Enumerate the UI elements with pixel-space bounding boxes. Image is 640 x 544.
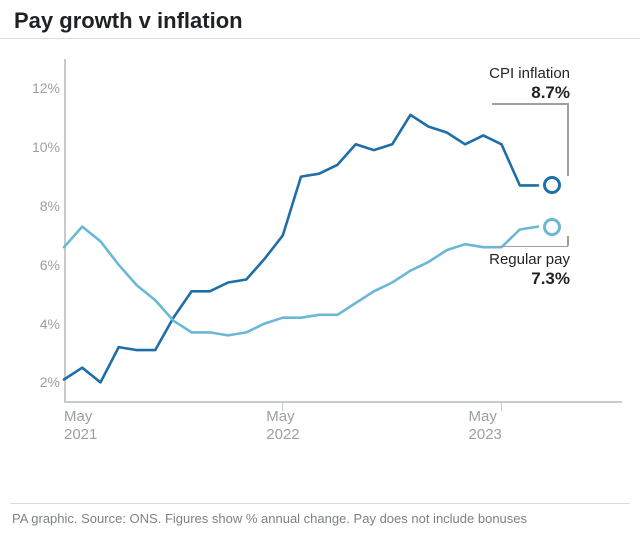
annot-connector	[567, 236, 569, 246]
chart-title: Pay growth v inflation	[14, 8, 630, 34]
y-tick-label: 10%	[32, 139, 60, 155]
y-tick-label: 4%	[40, 316, 60, 332]
separator-rule	[10, 503, 630, 504]
annot-connector	[567, 103, 569, 176]
title-bar: Pay growth v inflation	[0, 0, 640, 39]
series-line	[64, 227, 538, 336]
chart-area: 2% 4% 6% 8% 10% 12% May 2021 May 2022 May 2023 CP…	[0, 39, 640, 443]
x-tick-label: May 2021	[64, 408, 97, 446]
series-line	[64, 115, 538, 383]
y-tick-label: 8%	[40, 198, 60, 214]
plot-region: 2%4%6%8%10%12%May 2021May 2022May 2023CP…	[18, 59, 622, 439]
y-tick-label: 6%	[40, 257, 60, 273]
chart-card: Pay growth v inflation 2% 4% 6% 8% 10% 12% May…	[0, 0, 640, 544]
series-end-marker	[543, 218, 561, 236]
x-tick-label: May 2023	[469, 408, 502, 446]
y-tick-label: 2%	[40, 374, 60, 390]
annot-cpi: CPI inflation8.7%	[489, 65, 570, 103]
annot-regular-pay: Regular pay7.3%	[489, 251, 570, 289]
x-tick-label: May 2022	[266, 408, 299, 446]
annot-connector	[492, 246, 568, 248]
line-canvas	[18, 59, 622, 439]
source-footnote: PA graphic. Source: ONS. Figures show % …	[12, 511, 527, 526]
series-end-marker	[543, 176, 561, 194]
y-tick-label: 12%	[32, 80, 60, 96]
